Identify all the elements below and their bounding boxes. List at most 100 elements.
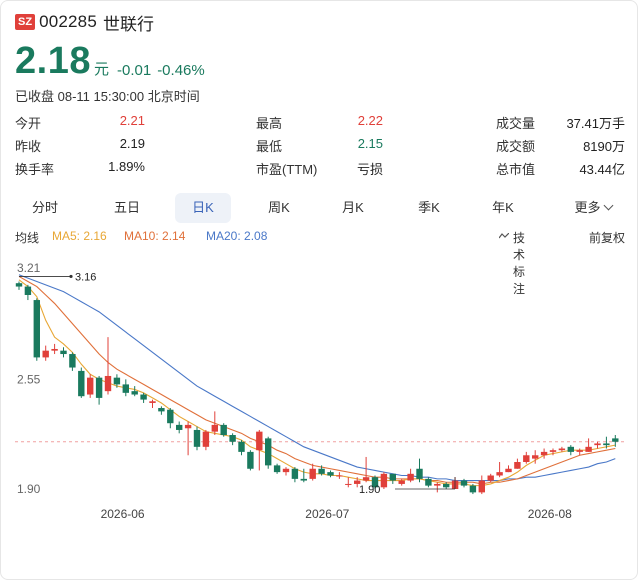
tab-daily-k[interactable]: 日K bbox=[175, 193, 231, 223]
stat-label-turnover-rate: 换手率 bbox=[15, 162, 55, 177]
stat-value-pe: 亏损 bbox=[356, 162, 383, 177]
candle-body bbox=[265, 438, 272, 466]
candle-body bbox=[487, 475, 494, 481]
candle-body bbox=[24, 286, 32, 295]
candle-body bbox=[425, 478, 432, 486]
candle-body bbox=[104, 375, 112, 392]
candle-body bbox=[309, 468, 316, 479]
candle-body bbox=[176, 424, 183, 430]
candle-body bbox=[318, 468, 325, 474]
candle-body bbox=[389, 473, 396, 481]
candle-body bbox=[407, 473, 414, 481]
price-row: 2.18 元 -0.01 -0.46% bbox=[15, 41, 205, 81]
ma5-line bbox=[18, 279, 616, 487]
stat-label-market-cap: 总市值 bbox=[496, 162, 536, 177]
ma-selector[interactable]: 均线 bbox=[15, 231, 40, 245]
y-tick-label: 2.55 bbox=[17, 372, 41, 386]
indicator-bar: 均线 MA5: 2.16 MA10: 2.14 MA20: 2.08 技术标注 … bbox=[15, 229, 627, 296]
stat-label-volume: 成交量 bbox=[496, 116, 536, 131]
price-change-percent: -0.46% bbox=[157, 62, 205, 79]
market-status: 已收盘 08-11 15:30:00 北京时间 bbox=[15, 89, 200, 104]
stat-label-low: 最低 bbox=[256, 139, 283, 154]
candle-body bbox=[336, 475, 343, 477]
candle-body bbox=[220, 424, 227, 436]
candle-body bbox=[532, 455, 539, 459]
candle-body bbox=[558, 448, 566, 451]
candle-body bbox=[398, 480, 405, 484]
candle-body bbox=[603, 443, 610, 446]
y-tick-label: 1.90 bbox=[17, 482, 41, 496]
candle-body bbox=[478, 480, 485, 493]
tab-more[interactable]: 更多 bbox=[561, 193, 625, 223]
max-marker-label: 3.16 bbox=[75, 271, 96, 283]
candle-body bbox=[469, 485, 477, 493]
candle-body bbox=[167, 409, 174, 424]
candle-body bbox=[202, 431, 210, 447]
candle-body bbox=[354, 480, 361, 484]
tab-five-day[interactable]: 五日 bbox=[113, 200, 140, 215]
candle-body bbox=[149, 401, 156, 403]
candle-body bbox=[612, 438, 619, 442]
tab-quarterly-k[interactable]: 季K bbox=[418, 200, 440, 215]
candle-body bbox=[282, 468, 290, 473]
tab-monthly-k[interactable]: 月K bbox=[342, 200, 364, 215]
candle-body bbox=[514, 462, 521, 469]
adjust-selector[interactable]: 前复权 bbox=[588, 231, 625, 245]
stock-header: SZ 002285 世联行 bbox=[15, 11, 154, 34]
stat-label-high: 最高 bbox=[256, 116, 283, 131]
tech-annotation-label: 技术标注 bbox=[513, 231, 526, 296]
stat-value-high: 2.22 bbox=[357, 113, 383, 128]
candle-body bbox=[380, 473, 388, 488]
candle-body bbox=[345, 483, 352, 485]
candle-body bbox=[523, 455, 530, 463]
stats-table: 今开 2.21 最高 2.22 成交量 37.41万手 昨收 2.19 最低 2… bbox=[15, 113, 625, 182]
kline-chart[interactable]: 3.21 2.55 1.90 3.16 1.90 2026-06 2026-07 2026-0… bbox=[1, 253, 637, 543]
candle-body bbox=[505, 468, 512, 473]
candle-body bbox=[69, 354, 76, 368]
candle-body bbox=[371, 477, 379, 488]
stat-label-open: 今开 bbox=[15, 116, 42, 131]
candle-body bbox=[416, 468, 423, 479]
stat-value-turnover-amount: 8190万 bbox=[583, 139, 625, 154]
candle-body bbox=[300, 478, 307, 481]
candle-body bbox=[256, 431, 263, 451]
candle-body bbox=[60, 350, 67, 355]
ma5-value: MA5: 2.16 bbox=[52, 229, 107, 243]
stats-row: 换手率 1.89% 市盈(TTM) 亏损 总市值 43.44亿 bbox=[15, 159, 625, 182]
candle-body bbox=[229, 435, 236, 442]
candle-body bbox=[51, 348, 58, 351]
candle-body bbox=[87, 377, 94, 395]
stock-code: 002285 bbox=[39, 12, 97, 31]
candle-body bbox=[238, 441, 245, 452]
candle-body bbox=[158, 408, 165, 412]
candle-body bbox=[140, 394, 147, 400]
max-marker-dot bbox=[69, 274, 73, 279]
candle-body bbox=[460, 480, 468, 486]
tab-yearly-k[interactable]: 年K bbox=[492, 200, 514, 215]
x-tick-label: 2026-08 bbox=[528, 507, 572, 521]
candle-body bbox=[549, 450, 557, 452]
current-price: 2.18 bbox=[15, 40, 91, 82]
stats-row: 今开 2.21 最高 2.22 成交量 37.41万手 bbox=[15, 113, 625, 136]
candle-body bbox=[496, 472, 503, 476]
trend-icon bbox=[499, 233, 509, 239]
tab-intraday[interactable]: 分时 bbox=[31, 200, 58, 215]
tab-weekly-k[interactable]: 周K bbox=[268, 200, 290, 215]
candle-body bbox=[211, 424, 218, 432]
candle-body bbox=[184, 424, 192, 429]
stat-value-turnover-rate: 1.89% bbox=[108, 159, 145, 174]
candle-body bbox=[576, 450, 583, 452]
candle-body bbox=[362, 477, 370, 481]
candle-body bbox=[15, 283, 23, 287]
tab-more-label: 更多 bbox=[574, 200, 601, 215]
tech-annotation-toggle[interactable]: 技术标注 bbox=[499, 229, 525, 296]
candle-body bbox=[95, 377, 103, 398]
stat-value-low: 2.15 bbox=[357, 136, 383, 151]
stat-value-volume: 37.41万手 bbox=[566, 116, 625, 131]
stock-name: 世联行 bbox=[103, 14, 154, 34]
candle-body bbox=[247, 451, 254, 469]
candle-body bbox=[33, 300, 40, 358]
x-tick-label: 2026-07 bbox=[305, 507, 349, 521]
candle-body bbox=[113, 377, 121, 385]
stat-label-prev-close: 昨收 bbox=[15, 139, 42, 154]
